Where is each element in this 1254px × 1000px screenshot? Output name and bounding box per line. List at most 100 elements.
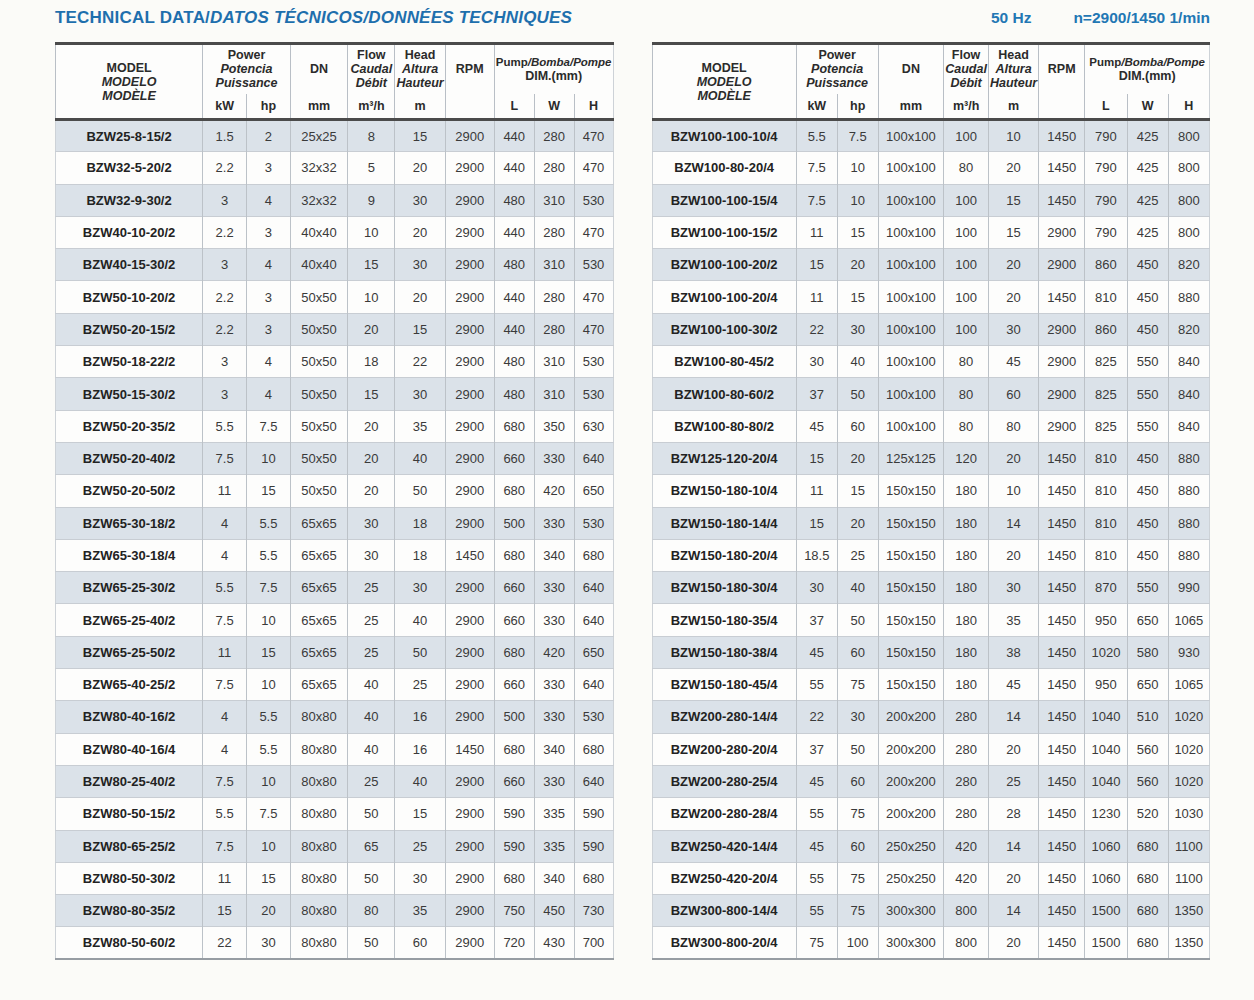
value-cell: 180 (944, 507, 989, 539)
unit-w: W (1127, 94, 1168, 120)
value-cell: 640 (574, 669, 613, 701)
value-cell: 3 (203, 249, 247, 281)
value-cell: 425 (1127, 184, 1168, 216)
value-cell: 5.5 (203, 410, 247, 442)
value-cell: 200x200 (878, 765, 944, 797)
value-cell: 40 (395, 604, 445, 636)
table-body: BZW25-8-15/21.5225x258152900440280470BZW… (56, 120, 614, 960)
value-cell: 650 (1127, 669, 1168, 701)
model-cell: BZW100-80-60/2 (652, 378, 796, 410)
value-cell: 1020 (1168, 701, 1209, 733)
value-cell: 80 (944, 152, 989, 184)
value-cell: 50x50 (290, 346, 347, 378)
value-cell: 50x50 (290, 378, 347, 410)
value-cell: 1450 (1039, 475, 1085, 507)
value-cell: 45 (796, 636, 837, 668)
value-cell: 60 (837, 765, 878, 797)
value-cell: 2900 (445, 604, 494, 636)
table-row: BZW80-40-16/245.580x8040162900500330530 (56, 701, 614, 733)
table-row: BZW150-180-10/41115150x15018010145081045… (652, 475, 1210, 507)
value-cell: 2 (247, 120, 291, 152)
value-cell: 120 (944, 442, 989, 474)
value-cell: 20 (348, 475, 395, 507)
value-cell: 590 (494, 830, 534, 862)
value-cell: 1450 (1039, 636, 1085, 668)
value-cell: 1450 (445, 733, 494, 765)
table-row: BZW40-15-30/23440x4015302900480310530 (56, 249, 614, 281)
table-row: BZW50-20-50/2111550x5020502900680420650 (56, 475, 614, 507)
model-cell: BZW65-30-18/4 (56, 539, 203, 571)
value-cell: 2900 (445, 281, 494, 313)
value-cell: 40 (837, 572, 878, 604)
value-cell: 35 (395, 410, 445, 442)
value-cell: 100 (944, 120, 989, 152)
value-cell: 150x150 (878, 669, 944, 701)
value-cell: 340 (534, 862, 574, 894)
value-cell: 100x100 (878, 249, 944, 281)
value-cell: 2900 (445, 927, 494, 959)
value-cell: 680 (574, 539, 613, 571)
value-cell: 3 (247, 152, 291, 184)
unit-rpm-blank (445, 94, 494, 120)
col-header-model: MODEL MODELO MODÈLE (56, 44, 203, 120)
value-cell: 37 (796, 604, 837, 636)
value-cell: 15 (247, 862, 291, 894)
table-row: BZW150-180-14/41520150x15018014145081045… (652, 507, 1210, 539)
model-cell: BZW25-8-15/2 (56, 120, 203, 152)
value-cell: 30 (796, 346, 837, 378)
value-cell: 810 (1085, 539, 1127, 571)
value-cell: 25 (395, 830, 445, 862)
value-cell: 425 (1127, 216, 1168, 248)
value-cell: 5.5 (247, 539, 291, 571)
value-cell: 5 (348, 152, 395, 184)
value-cell: 550 (1127, 572, 1168, 604)
value-cell: 2.2 (203, 152, 247, 184)
value-cell: 280 (534, 152, 574, 184)
table-row: BZW100-80-60/23750100x100806029008255508… (652, 378, 1210, 410)
frequency-label: 50 Hz (991, 9, 1032, 27)
value-cell: 1065 (1168, 669, 1209, 701)
value-cell: 150x150 (878, 539, 944, 571)
value-cell: 280 (534, 281, 574, 313)
value-cell: 30 (988, 572, 1038, 604)
table-row: BZW200-280-14/42230200x20028014145010405… (652, 701, 1210, 733)
tables-container: MODEL MODELO MODÈLE Power Potencia Puiss… (55, 42, 1210, 960)
table-header: MODEL MODELO MODÈLE Power Potencia Puiss… (652, 44, 1210, 120)
col-header-dimensions: Pump/Bomba/Pompe DIM.(mm) (494, 44, 613, 94)
value-cell: 50x50 (290, 442, 347, 474)
col-header-head: Head Altura Hauteur (395, 44, 445, 94)
value-cell: 820 (1168, 249, 1209, 281)
value-cell: 280 (944, 733, 989, 765)
table-row: BZW65-40-25/27.51065x6540252900660330640 (56, 669, 614, 701)
value-cell: 55 (796, 669, 837, 701)
value-cell: 20 (988, 281, 1038, 313)
value-cell: 2900 (1039, 346, 1085, 378)
value-cell: 470 (574, 120, 613, 152)
value-cell: 180 (944, 636, 989, 668)
value-cell: 18.5 (796, 539, 837, 571)
value-cell: 440 (494, 120, 534, 152)
value-cell: 1060 (1085, 830, 1127, 862)
value-cell: 250x250 (878, 862, 944, 894)
unit-hp: hp (247, 94, 291, 120)
value-cell: 45 (796, 765, 837, 797)
value-cell: 2900 (445, 701, 494, 733)
value-cell: 20 (988, 733, 1038, 765)
model-cell: BZW250-420-20/4 (652, 862, 796, 894)
value-cell: 50 (348, 927, 395, 959)
value-cell: 680 (494, 862, 534, 894)
value-cell: 25 (395, 669, 445, 701)
value-cell: 1450 (1039, 669, 1085, 701)
value-cell: 25 (988, 765, 1038, 797)
table-row: BZW300-800-20/475100300x3008002014501500… (652, 927, 1210, 959)
table-body: BZW100-100-10/45.57.5100x100100101450790… (652, 120, 1210, 960)
value-cell: 180 (944, 604, 989, 636)
value-cell: 60 (395, 927, 445, 959)
value-cell: 10 (837, 184, 878, 216)
model-cell: BZW50-18-22/2 (56, 346, 203, 378)
unit-mm: mm (290, 94, 347, 120)
value-cell: 1350 (1168, 927, 1209, 959)
value-cell: 520 (1127, 798, 1168, 830)
value-cell: 40 (348, 701, 395, 733)
value-cell: 2900 (445, 410, 494, 442)
